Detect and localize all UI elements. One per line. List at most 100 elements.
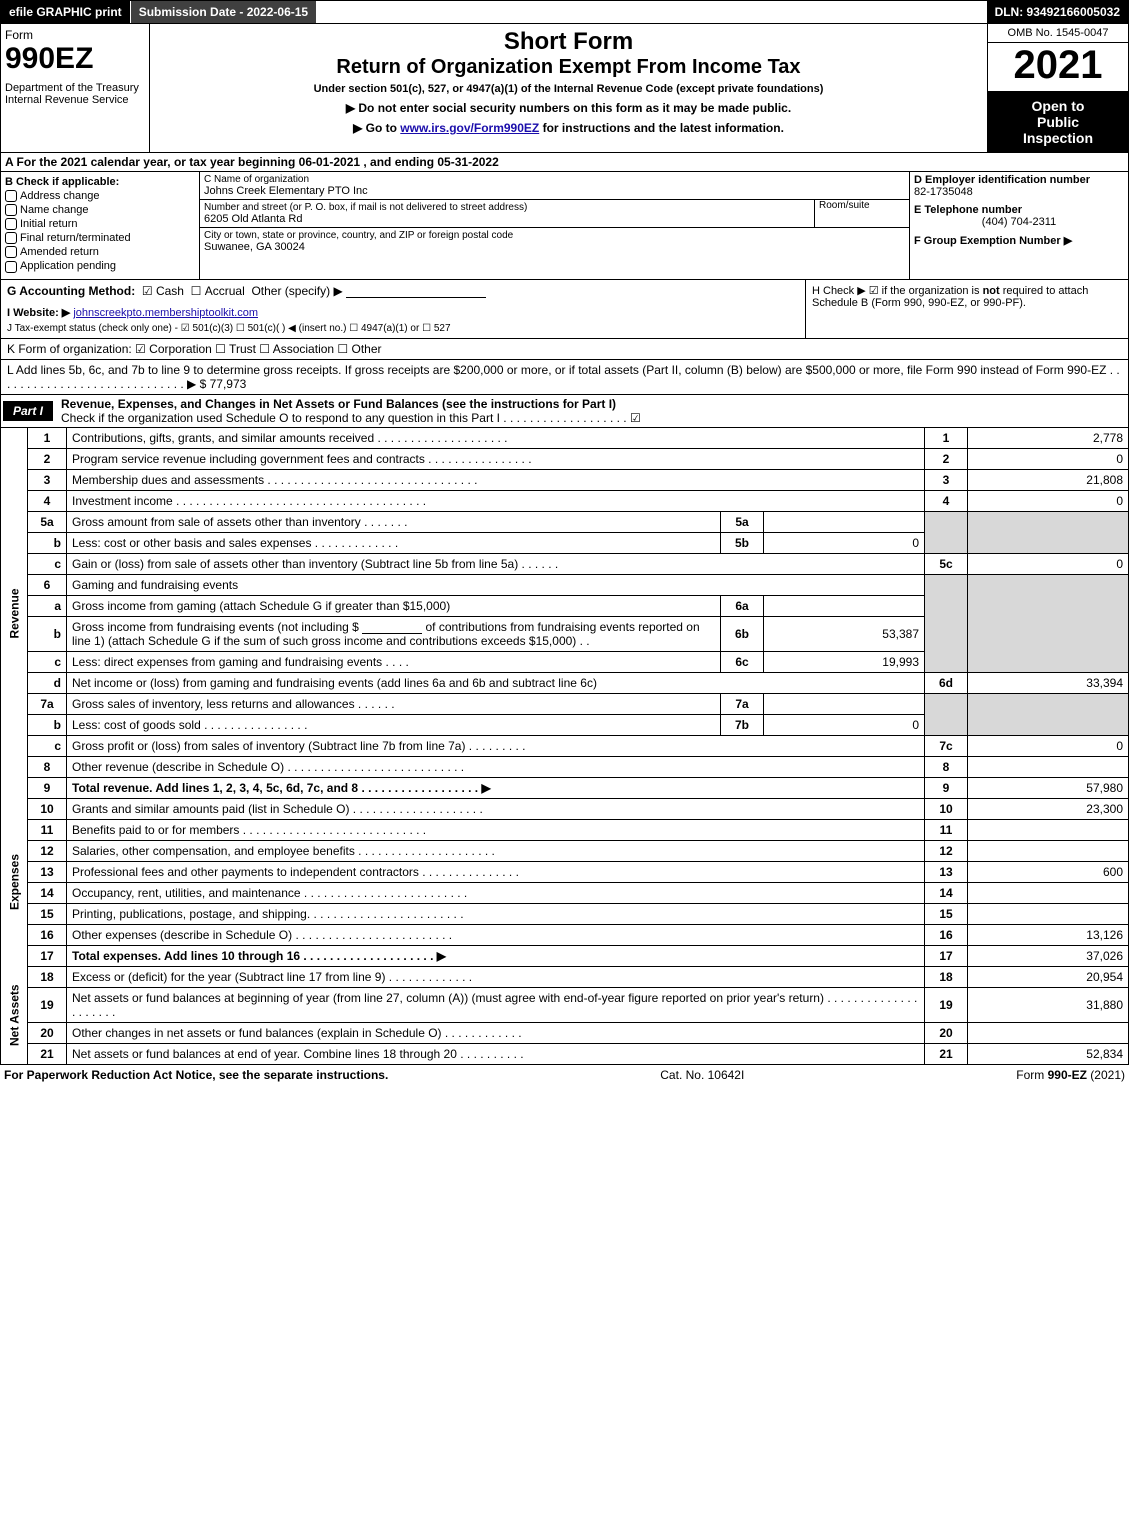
section-l-row: L Add lines 5b, 6c, and 7b to line 9 to …: [0, 360, 1129, 395]
line-2-rnum: 2: [925, 448, 968, 469]
section-h-not: not: [983, 285, 1000, 297]
line-17-desc: Total expenses. Add lines 10 through 16 …: [67, 945, 925, 966]
form-number: 990EZ: [5, 42, 145, 76]
checkbox-application-pending[interactable]: [5, 261, 17, 273]
line-7ab-rnum-shade: [925, 693, 968, 735]
line-3-desc: Membership dues and assessments . . . . …: [67, 469, 925, 490]
checkbox-final-return[interactable]: [5, 232, 17, 244]
line-8-rnum: 8: [925, 756, 968, 777]
line-16-value: 13,126: [968, 924, 1129, 945]
checkbox-name-change[interactable]: [5, 204, 17, 216]
cash-option: Cash: [156, 284, 184, 298]
line-6b-desc-pre: Gross income from fundraising events (no…: [72, 620, 359, 634]
line-1-desc: Contributions, gifts, grants, and simila…: [67, 428, 925, 449]
part-1-title: Revenue, Expenses, and Changes in Net As…: [61, 397, 616, 411]
line-17-desc-text: Total expenses. Add lines 10 through 16 …: [72, 949, 446, 963]
line-3-rnum: 3: [925, 469, 968, 490]
line-18-rnum: 18: [925, 966, 968, 987]
section-h-box: H Check ▶ ☑ if the organization is not r…: [805, 280, 1128, 338]
line-6a-num: a: [28, 595, 67, 616]
line-4-num: 4: [28, 490, 67, 511]
sections-b-to-f: B Check if applicable: Address change Na…: [0, 172, 1129, 280]
line-9-desc: Total revenue. Add lines 1, 2, 3, 4, 5c,…: [67, 777, 925, 798]
other-specify-input[interactable]: [346, 285, 486, 298]
line-6b-mval: 53,387: [764, 616, 925, 651]
website-link[interactable]: johnscreekpto.membershiptoolkit.com: [73, 307, 258, 319]
side-label-net-assets: Net Assets: [1, 966, 28, 1064]
line-7a-desc: Gross sales of inventory, less returns a…: [67, 693, 721, 714]
line-13-desc: Professional fees and other payments to …: [67, 861, 925, 882]
part-1-table: Revenue 1 Contributions, gifts, grants, …: [0, 428, 1129, 1065]
form-word: Form: [5, 28, 145, 42]
line-14-desc: Occupancy, rent, utilities, and maintena…: [67, 882, 925, 903]
line-17-num: 17: [28, 945, 67, 966]
line-5b-num: b: [28, 532, 67, 553]
irs-link[interactable]: www.irs.gov/Form990EZ: [400, 121, 539, 135]
line-2-num: 2: [28, 448, 67, 469]
line-18-num: 18: [28, 966, 67, 987]
line-14-value: [968, 882, 1129, 903]
line-12-rnum: 12: [925, 840, 968, 861]
line-6a-mnum: 6a: [721, 595, 764, 616]
line-21-value: 52,834: [968, 1043, 1129, 1064]
other-option: Other (specify) ▶: [251, 284, 342, 298]
line-7b-num: b: [28, 714, 67, 735]
ssn-warning: ▶ Do not enter social security numbers o…: [156, 101, 981, 115]
part-1-label: Part I: [3, 401, 53, 421]
line-6b-blank[interactable]: [362, 621, 422, 634]
footer-right-post: (2021): [1087, 1068, 1125, 1082]
line-6c-num: c: [28, 651, 67, 672]
line-10-rnum: 10: [925, 798, 968, 819]
line-16-desc: Other expenses (describe in Schedule O) …: [67, 924, 925, 945]
line-10-desc: Grants and similar amounts paid (list in…: [67, 798, 925, 819]
tax-year: 2021: [988, 43, 1128, 92]
line-6d-rnum: 6d: [925, 672, 968, 693]
line-14-num: 14: [28, 882, 67, 903]
line-7ab-rval-shade: [968, 693, 1129, 735]
accounting-method-label: G Accounting Method:: [7, 284, 135, 298]
line-4-value: 0: [968, 490, 1129, 511]
line-20-value: [968, 1022, 1129, 1043]
line-5b-mnum: 5b: [721, 532, 764, 553]
line-7c-value: 0: [968, 735, 1129, 756]
checkbox-amended-return[interactable]: [5, 246, 17, 258]
line-5c-num: c: [28, 553, 67, 574]
line-15-desc: Printing, publications, postage, and shi…: [67, 903, 925, 924]
form-header: Form 990EZ Department of the Treasury In…: [0, 24, 1129, 153]
footer-right-bold: 990-EZ: [1048, 1068, 1087, 1082]
open-line2: Public: [990, 114, 1126, 130]
line-10-num: 10: [28, 798, 67, 819]
open-line3: Inspection: [990, 130, 1126, 146]
top-bar: efile GRAPHIC print Submission Date - 20…: [0, 0, 1129, 24]
instr-post: for instructions and the latest informat…: [539, 121, 784, 135]
section-b-title: B Check if applicable:: [5, 176, 195, 188]
line-9-value: 57,980: [968, 777, 1129, 798]
line-1-rnum: 1: [925, 428, 968, 449]
section-def-column: D Employer identification number 82-1735…: [909, 172, 1128, 279]
ein-value: 82-1735048: [914, 186, 973, 198]
line-6c-desc: Less: direct expenses from gaming and fu…: [67, 651, 721, 672]
org-name-label: C Name of organization: [204, 174, 905, 185]
line-7b-mval: 0: [764, 714, 925, 735]
line-5b-desc: Less: cost or other basis and sales expe…: [67, 532, 721, 553]
line-8-value: [968, 756, 1129, 777]
line-5ab-rnum-shade: [925, 511, 968, 553]
footer-left: For Paperwork Reduction Act Notice, see …: [4, 1068, 388, 1082]
checkbox-initial-return[interactable]: [5, 218, 17, 230]
line-6-rval-shade: [968, 574, 1129, 672]
checkbox-address-change[interactable]: [5, 190, 17, 202]
line-21-num: 21: [28, 1043, 67, 1064]
phone-value: (404) 704-2311: [914, 216, 1124, 228]
line-5b-mval: 0: [764, 532, 925, 553]
line-6b-desc: Gross income from fundraising events (no…: [67, 616, 721, 651]
line-11-value: [968, 819, 1129, 840]
line-7b-mnum: 7b: [721, 714, 764, 735]
label-amended-return: Amended return: [20, 246, 99, 258]
line-6d-num: d: [28, 672, 67, 693]
submission-date-button[interactable]: Submission Date - 2022-06-15: [131, 1, 316, 23]
efile-print-button[interactable]: efile GRAPHIC print: [1, 1, 131, 23]
line-8-num: 8: [28, 756, 67, 777]
line-6c-mnum: 6c: [721, 651, 764, 672]
line-2-value: 0: [968, 448, 1129, 469]
line-6d-desc: Net income or (loss) from gaming and fun…: [67, 672, 925, 693]
